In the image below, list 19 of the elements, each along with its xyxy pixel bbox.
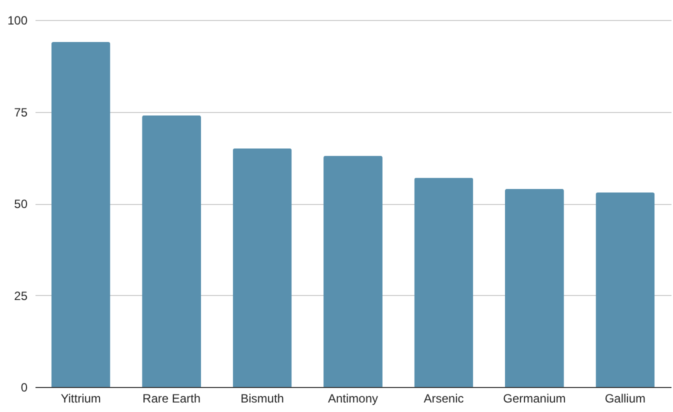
y-tick-label: 50: [14, 197, 28, 211]
bar: [414, 178, 474, 387]
x-tick-label: Gallium: [604, 392, 646, 406]
x-tick-label: Arsenic: [424, 392, 464, 406]
x-tick-label: Antimony: [328, 392, 378, 406]
y-tick-label: 75: [14, 105, 28, 120]
bar: [51, 42, 110, 387]
x-tick-label: Bismuth: [240, 392, 284, 406]
y-tick-label: 25: [14, 288, 28, 303]
bar: [596, 192, 655, 387]
bar: [504, 188, 564, 387]
y-tick-label: 100: [7, 14, 28, 28]
y-tick-label: 0: [20, 380, 28, 394]
bar: [232, 148, 292, 387]
x-tick-label: Yittrium: [60, 392, 101, 406]
x-tick-label: Germanium: [503, 392, 566, 406]
bar: [142, 115, 202, 387]
x-tick-label: Rare Earth: [142, 392, 201, 406]
bar: [324, 156, 382, 387]
